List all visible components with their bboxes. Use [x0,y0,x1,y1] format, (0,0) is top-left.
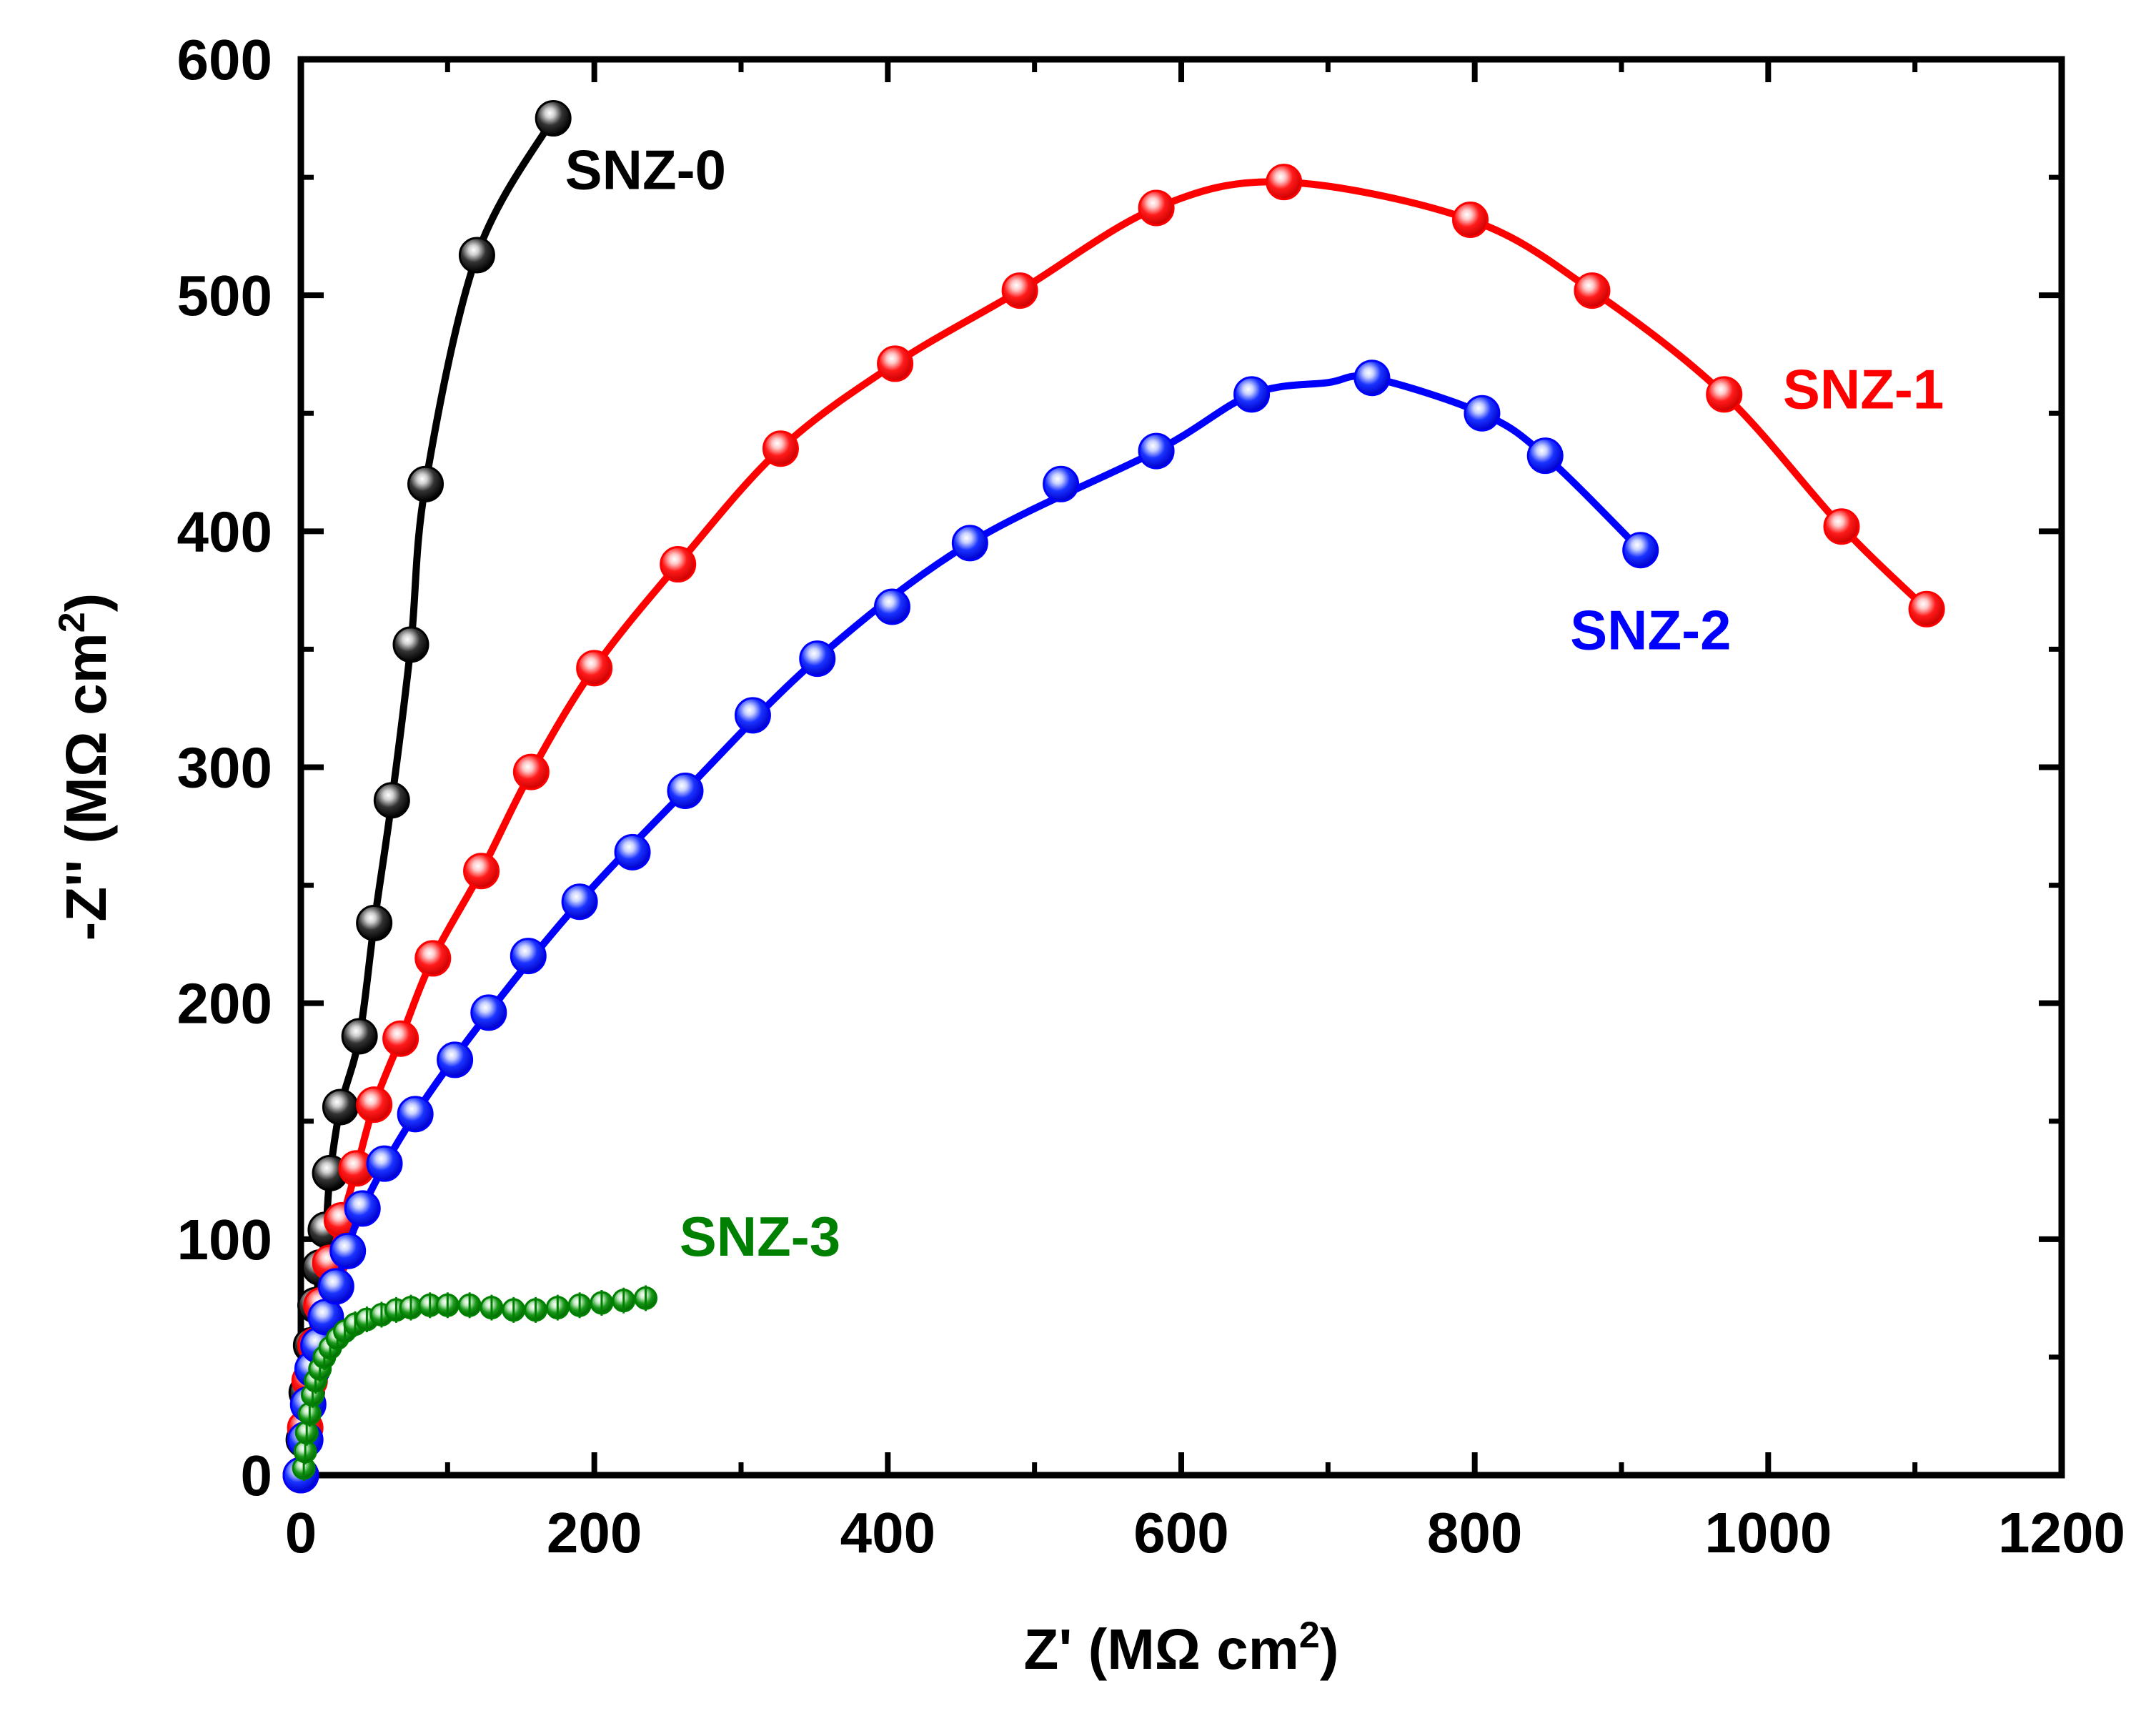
data-point-snz-2 [561,883,598,921]
data-point-snz-2 [951,525,988,562]
data-point-snz-2 [366,1145,403,1182]
data-point-snz-2 [1622,532,1659,569]
data-point-snz-2 [1353,359,1391,397]
axis-tick-labels: 0 200 400 600 800 1000 1200 0 100 200 300 400 500 600 [177,28,2125,1564]
data-point-snz-2 [1233,376,1271,413]
y-tick-label: 500 [177,264,272,327]
data-point-snz-1 [382,1020,419,1057]
series-snz-1 [282,164,1945,1494]
series-snz-0 [282,100,572,1494]
series-label-snz-3: SNZ-3 [680,1205,840,1268]
data-point-snz-1 [1823,508,1860,545]
x-tick-label: 800 [1427,1501,1522,1564]
x-axis-title: Z' (MΩ cm2) [1024,1615,1339,1681]
data-point-snz-1 [463,853,500,890]
data-point-snz-2 [873,588,910,625]
x-tick-label: 400 [840,1501,935,1564]
x-tick-label: 1000 [1704,1501,1832,1564]
fit-line-snz-1 [297,178,1931,1479]
x-axis-title-suffix: ) [1320,1617,1339,1681]
y-axis-title: -Z'' (MΩ cm2) [51,593,118,941]
data-point-snz-2 [1464,395,1501,432]
data-point-snz-0 [356,904,393,941]
x-tick-label: 1200 [1998,1501,2125,1564]
series-snz-2 [282,359,1659,1494]
x-tick-label: 0 [285,1501,317,1564]
y-axis-title-sup: 2 [51,612,93,633]
data-series [282,100,1945,1494]
plot-frame [297,56,2065,1479]
data-point-snz-2 [437,1041,474,1078]
x-axis-title-unit: MΩ cm [1107,1617,1299,1681]
x-tick-label: 200 [547,1501,642,1564]
data-point-snz-1 [512,753,550,790]
x-axis-title-prefix: Z' ( [1024,1617,1108,1681]
data-point-snz-0 [322,1088,359,1126]
data-point-snz-2 [397,1096,434,1133]
y-axis-title-prefix: -Z'' ( [54,825,118,941]
data-point-snz-2 [667,773,704,810]
x-tick-label: 600 [1133,1501,1228,1564]
data-point-snz-2 [734,697,771,734]
data-point-snz-1 [762,430,799,467]
series-label-snz-1: SNZ-1 [1783,358,1944,421]
data-point-snz-1 [356,1086,393,1124]
data-point-snz-2 [799,640,836,678]
y-axis-title-unit: MΩ cm [54,633,118,825]
x-axis-title-sup: 2 [1299,1615,1320,1656]
data-point-snz-1 [877,345,914,382]
y-axis-title-suffix: ) [54,593,118,612]
data-point-snz-1 [1452,202,1489,239]
y-tick-label: 600 [177,28,272,91]
data-point-snz-0 [341,1018,378,1055]
series-label-snz-2: SNZ-2 [1570,598,1731,661]
data-point-snz-1 [1706,376,1743,413]
data-point-snz-0 [535,100,572,137]
data-point-snz-2 [1043,465,1080,502]
axis-ticks [298,56,2065,1478]
data-point-snz-2 [317,1268,354,1305]
data-point-snz-1 [1908,590,1945,628]
series-snz-3 [292,1285,658,1482]
data-point-snz-0 [458,237,495,274]
data-point-snz-1 [414,940,452,977]
data-point-snz-2 [614,833,651,871]
data-point-snz-2 [344,1190,381,1227]
data-point-snz-0 [373,782,410,819]
data-point-snz-1 [1001,272,1038,309]
y-tick-label: 200 [177,972,272,1036]
data-point-snz-0 [407,465,444,502]
y-tick-label: 0 [241,1444,273,1507]
y-tick-label: 300 [177,736,272,800]
data-point-snz-2 [470,994,507,1031]
y-tick-label: 100 [177,1208,272,1271]
data-point-snz-1 [1138,189,1175,227]
data-point-snz-2 [329,1232,367,1269]
data-point-snz-1 [1266,164,1303,201]
data-point-snz-2 [510,938,547,975]
data-point-snz-1 [660,546,697,583]
data-point-snz-2 [1138,432,1175,470]
data-point-snz-1 [1574,272,1611,309]
data-point-snz-2 [1526,437,1564,475]
data-point-snz-1 [576,650,613,687]
data-point-snz-0 [392,626,429,663]
y-tick-label: 400 [177,500,272,563]
series-labels: SNZ-0 SNZ-1 SNZ-2 SNZ-3 [565,139,1944,1268]
series-label-snz-0: SNZ-0 [565,139,726,202]
